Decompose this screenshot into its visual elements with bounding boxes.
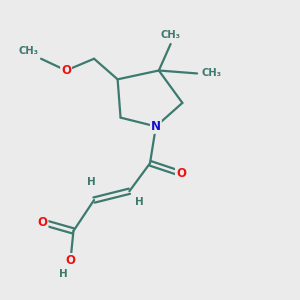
Text: H: H bbox=[59, 269, 68, 279]
Text: CH₃: CH₃ bbox=[18, 46, 38, 56]
Text: CH₃: CH₃ bbox=[202, 68, 221, 78]
Text: CH₃: CH₃ bbox=[160, 30, 181, 40]
Text: H: H bbox=[135, 197, 144, 207]
Text: O: O bbox=[65, 254, 76, 267]
Text: O: O bbox=[176, 167, 186, 180]
Text: H: H bbox=[87, 177, 95, 187]
Text: O: O bbox=[61, 64, 71, 77]
Text: N: N bbox=[151, 120, 161, 133]
Text: O: O bbox=[38, 216, 47, 229]
